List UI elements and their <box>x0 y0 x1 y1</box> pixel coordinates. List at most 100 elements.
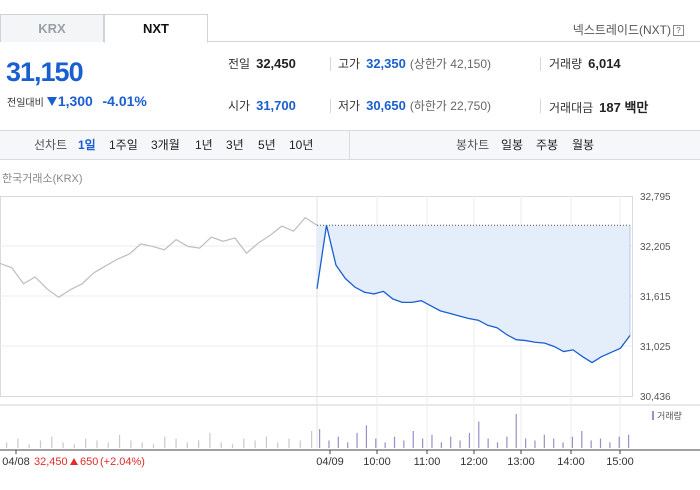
volume-bar <box>468 432 471 448</box>
y-tick-label: 32,205 <box>640 242 671 253</box>
volume-bar <box>347 442 349 448</box>
volume-bar <box>62 442 64 448</box>
stat-label: 고가 <box>338 57 361 71</box>
up-triangle-icon <box>70 458 78 465</box>
prev-change-percent: (+2.04%) <box>100 456 145 468</box>
volume-bar <box>28 444 30 448</box>
stat-low: 저가 30,650 (하한가 22,750) <box>338 97 491 114</box>
candle-chart-label: 봉차트 <box>456 138 490 152</box>
volume-bar <box>85 438 87 448</box>
volume-bar <box>328 440 330 448</box>
x-tick-label: 12:00 <box>460 456 488 468</box>
volume-bar <box>288 438 290 448</box>
limit-note: (상한가 42,150) <box>409 57 492 71</box>
line-chart-label: 선차트 <box>34 138 68 152</box>
stat-label: 저가 <box>338 99 361 113</box>
volume-bar <box>506 436 508 448</box>
prev-close-value: 32,450 <box>34 456 68 468</box>
change-percent: -4.01% <box>102 93 147 109</box>
volume-bar <box>440 442 442 448</box>
volume-bar <box>422 438 424 448</box>
divider <box>349 131 350 159</box>
period-selector: 선차트 1일 1주일 3개월 1년 3년 5년 10년 봉차트 일봉 주봉 월봉 <box>0 130 700 160</box>
volume-bar <box>553 438 555 448</box>
volume-bar <box>152 444 155 448</box>
volume-bar <box>311 431 313 448</box>
volume-bar <box>6 442 8 448</box>
stat-value: 6,014 <box>588 56 621 71</box>
venue-label: 넥스트레이드(NXT)? <box>573 21 684 38</box>
change-amount: 1,300 <box>57 93 93 109</box>
stat-label: 거래대금 <box>549 101 594 115</box>
volume-bar <box>243 438 245 448</box>
volume-bar <box>96 440 98 448</box>
period-1y[interactable]: 1년 <box>195 138 213 152</box>
period-3m[interactable]: 3개월 <box>151 138 180 152</box>
volume-bar <box>478 421 480 448</box>
volume-bar <box>562 442 564 448</box>
volume-bar <box>487 438 489 448</box>
volume-bar <box>412 431 414 448</box>
volume-bar <box>141 442 143 448</box>
volume-bar <box>628 434 630 448</box>
stat-open: 시가 31,700 <box>228 97 296 114</box>
volume-bar <box>130 440 132 448</box>
x-tick-label: 10:00 <box>363 456 391 468</box>
volume-bar <box>496 442 499 448</box>
volume-bar <box>319 429 321 448</box>
volume-bar <box>543 434 545 448</box>
price-change: 전일대비 1,300 -4.01% <box>7 93 147 109</box>
today-area-fill <box>317 225 630 363</box>
volume-bar <box>571 436 574 448</box>
stat-value: 32,350 <box>366 56 406 71</box>
volume-bar <box>209 432 211 448</box>
volume-bar <box>51 436 53 448</box>
tab-nxt[interactable]: NXT <box>104 14 208 43</box>
period-1w[interactable]: 1주일 <box>109 138 138 152</box>
period-3y[interactable]: 3년 <box>226 138 244 152</box>
x-tick-label: 04/08 <box>2 456 30 468</box>
volume-bar <box>220 442 222 448</box>
volume-legend-swatch <box>652 411 654 420</box>
candle-monthly[interactable]: 월봉 <box>572 138 595 152</box>
divider <box>540 99 541 113</box>
stat-label: 전일 <box>228 57 251 71</box>
volume-bar <box>375 438 377 448</box>
candle-daily[interactable]: 일봉 <box>501 138 524 152</box>
candle-weekly[interactable]: 주봉 <box>536 138 559 152</box>
y-tick-label: 31,025 <box>640 342 671 353</box>
volume-bar <box>337 436 339 448</box>
market-tabs: KRX NXT <box>0 14 700 43</box>
stat-volume: 거래량 6,014 <box>549 55 621 72</box>
period-1d[interactable]: 1일 <box>78 138 96 152</box>
volume-bar <box>254 440 256 448</box>
volume-bar <box>164 436 166 448</box>
period-10y[interactable]: 10년 <box>289 138 314 152</box>
volume-bar <box>515 414 517 448</box>
current-price: 31,150 <box>6 57 84 87</box>
volume-bar <box>265 436 268 448</box>
volume-bar <box>198 440 200 448</box>
volume-bar <box>590 440 592 448</box>
previous-day-price-line <box>0 216 318 299</box>
volume-bar <box>534 440 536 448</box>
volume-bar <box>431 434 433 448</box>
volume-bar <box>459 440 461 448</box>
tab-krx[interactable]: KRX <box>0 14 104 42</box>
down-triangle-icon <box>46 97 57 106</box>
volume-bar <box>450 436 452 448</box>
volume-bar <box>525 438 527 448</box>
volume-bar <box>299 440 301 448</box>
x-tick-label: 15:00 <box>606 456 634 468</box>
volume-bar <box>599 438 602 448</box>
volume-bar <box>393 436 396 448</box>
today-price-line <box>316 225 631 364</box>
x-tick-label: 13:00 <box>507 456 535 468</box>
stat-trade-value: 거래대금 187 백만 <box>549 97 648 116</box>
help-icon[interactable]: ? <box>673 25 684 36</box>
x-tick-label: 04/09 <box>316 456 344 468</box>
period-5y[interactable]: 5년 <box>258 138 276 152</box>
volume-bar <box>581 431 583 448</box>
data-source: 한국거래소(KRX) <box>2 173 83 185</box>
